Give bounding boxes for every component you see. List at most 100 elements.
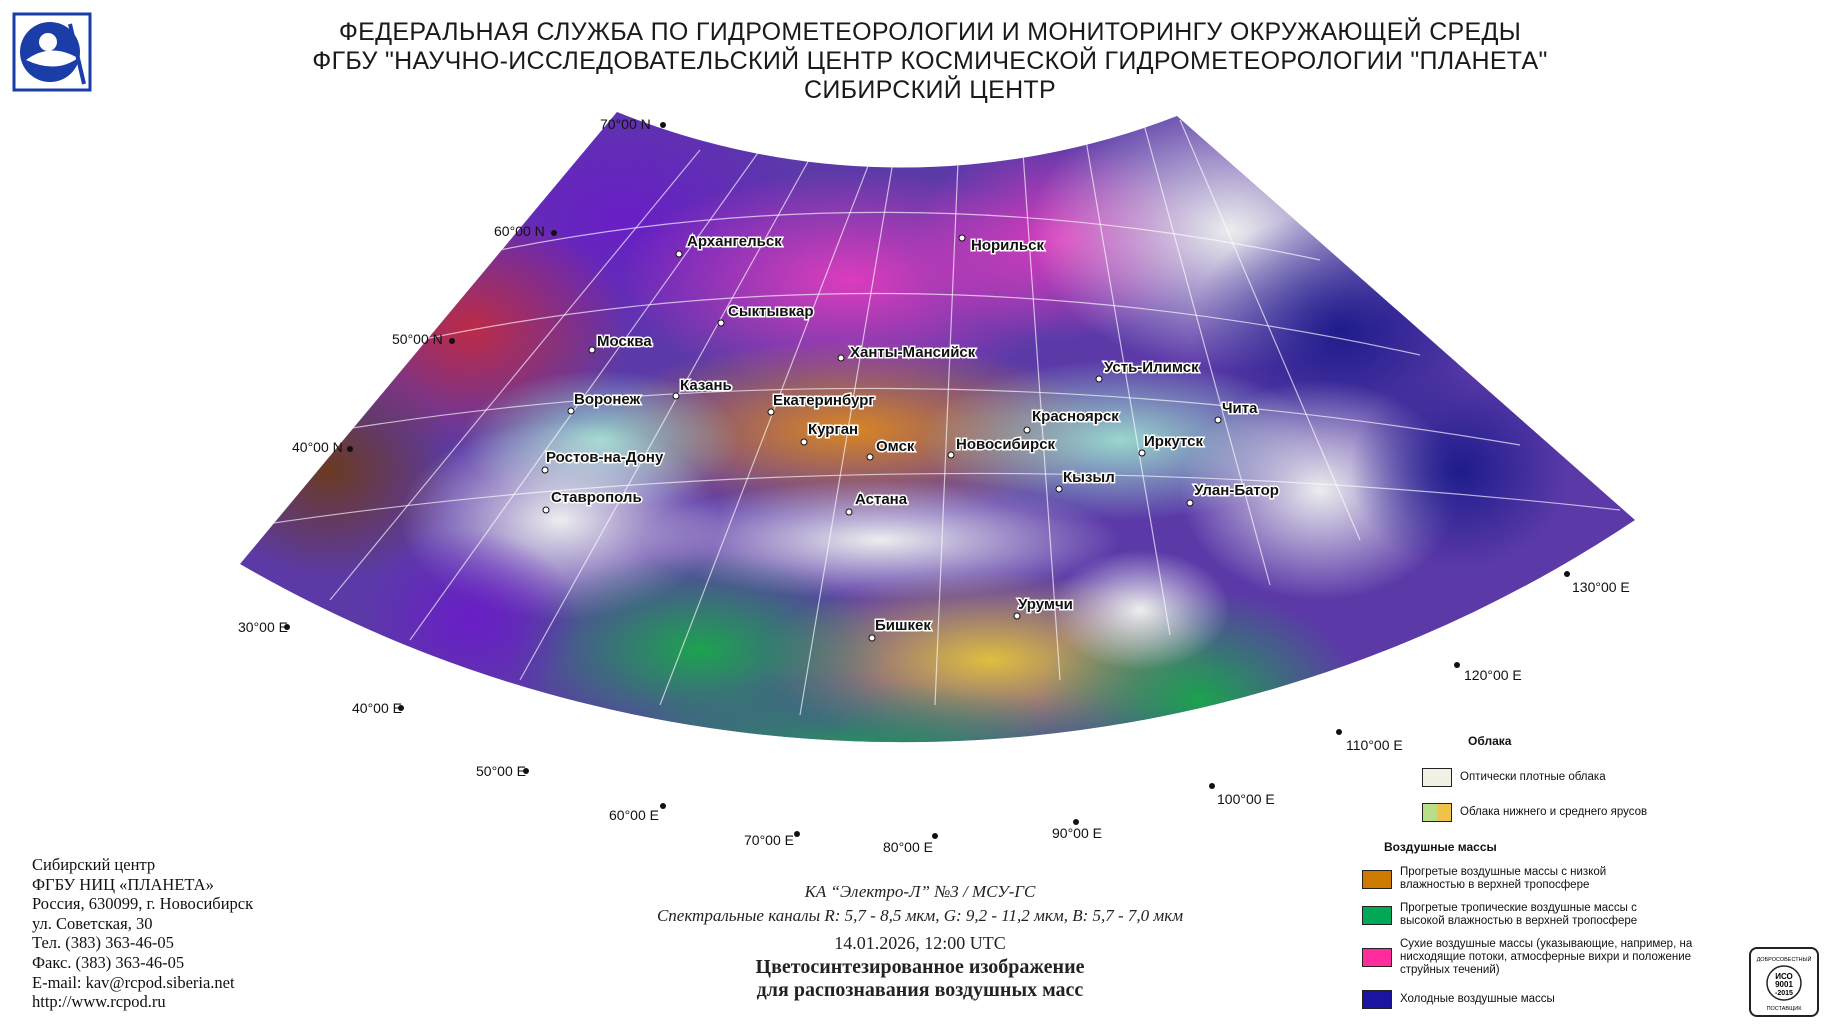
contacts-website: http://www.rcpod.ru xyxy=(32,992,166,1012)
caption-block: КА “Электро-Л” №3 / МСУ-ГС Спектральные … xyxy=(560,880,1280,1002)
legend-swatch xyxy=(1362,905,1392,925)
city-moskva: Москва xyxy=(588,332,654,354)
caption-datetime: 14.01.2026, 12:00 UTC xyxy=(834,933,1006,953)
city-label: Архангельск xyxy=(687,233,782,250)
city-label: Новосибирск xyxy=(956,436,1056,453)
header-line-2: ФГБУ "НАУЧНО-ИССЛЕДОВАТЕЛЬСКИЙ ЦЕНТР КОС… xyxy=(312,47,1548,75)
lat-labels: 70°00 N 60°00 N 50°00 N 40°00 N xyxy=(292,116,651,455)
lon-label-80: 80°00 E xyxy=(883,839,933,855)
graticule xyxy=(259,112,1621,716)
city-label: Чита xyxy=(1222,400,1258,417)
contacts-phone: Тел. (383) 363-46-05 xyxy=(32,933,174,953)
lat-label-60: 60°00 N xyxy=(494,223,545,239)
legend-label: Холодные воздушные массы xyxy=(1400,993,1555,1005)
legend-clouds-heading: Облака xyxy=(1468,734,1512,748)
city-norilsk: Норильск xyxy=(958,234,1046,256)
city-stavropol: Ставрополь xyxy=(542,488,643,514)
legend-swatch xyxy=(1362,948,1392,967)
city-label: Москва xyxy=(597,333,652,350)
city-label: Казань xyxy=(680,377,732,394)
city-rostov-na-donu: Ростов-на-Дону xyxy=(541,448,665,474)
satellite-imagery xyxy=(240,112,1635,743)
contacts-fax: Факс. (383) 363-46-05 xyxy=(32,952,185,972)
city-arkhangelsk: Архангельск xyxy=(675,232,784,258)
city-kurgan: Курган xyxy=(800,420,860,446)
caption-title-2: для распознавания воздушных масс xyxy=(756,979,1084,1001)
city-astana: Астана xyxy=(845,490,909,516)
city-bishkek: Бишкек xyxy=(868,616,933,642)
legend-item-tropical-humid: Прогретые тропичеcкие воздушные массы с … xyxy=(1362,902,1692,928)
legend-item-cold-air: Холодные воздушные массы xyxy=(1362,990,1555,1009)
lon-labels: 30°00 E 40°00 E 50°00 E 60°00 E 70°00 E … xyxy=(238,579,1630,855)
city-krasnoyarsk: Красноярск xyxy=(1023,407,1121,434)
city-label: Бишкек xyxy=(875,617,931,634)
city-label: Ставрополь xyxy=(551,489,642,506)
city-label: Ростов-на-Дону xyxy=(546,449,664,466)
lon-label-120: 120°00 E xyxy=(1464,667,1522,683)
header-line-1: ФЕДЕРАЛЬНАЯ СЛУЖБА ПО ГИДРОМЕТЕОРОЛОГИИ … xyxy=(338,18,1522,46)
lon-label-70: 70°00 E xyxy=(744,832,794,848)
lon-label-90: 90°00 E xyxy=(1052,825,1102,841)
badge-text-bottom: ПОСТАВЩИК xyxy=(1767,1006,1803,1012)
city-label: Урумчи xyxy=(1018,596,1073,613)
legend-item-low-mid-clouds: Облака нижнего и среднего ярусов xyxy=(1422,803,1647,822)
city-chita: Чита xyxy=(1214,399,1260,424)
city-kyzyl: Кызыл xyxy=(1055,468,1116,493)
city-label: Иркутск xyxy=(1144,433,1203,450)
city-kazan: Казань xyxy=(672,376,733,400)
city-ust-ilimsk: Усть-Илимск xyxy=(1095,358,1201,383)
city-omsk: Омск xyxy=(866,437,916,461)
city-label: Екатеринбург xyxy=(773,392,875,409)
city-ulan-bator: Улан-Батор xyxy=(1186,481,1280,507)
contacts-address1: Россия, 630099, г. Новосибирск xyxy=(32,894,254,914)
legend-swatch xyxy=(1362,990,1392,1009)
badge-text-9001: 9001 xyxy=(1775,980,1793,989)
city-label: Курган xyxy=(808,421,858,438)
contacts-address2: ул. Советская, 30 xyxy=(32,913,153,933)
planeta-logo xyxy=(12,12,92,92)
badge-text-top: ДОБРОСОВЕСТНЫЙ xyxy=(1757,955,1812,963)
caption-satellite: КА “Электро-Л” №3 / МСУ-ГС xyxy=(804,882,1036,901)
legend-label: Прогретые воздушные массы с низкой влажн… xyxy=(1400,866,1607,891)
lon-label-50: 50°00 E xyxy=(476,763,526,779)
city-urumqi: Урумчи xyxy=(1013,595,1074,620)
cities: Архангельск Норильск Сыктывкар Москва Ха… xyxy=(541,232,1280,642)
legend-label: Облака нижнего и среднего ярусов xyxy=(1460,806,1648,818)
city-label: Сыктывкар xyxy=(728,303,814,320)
legend-item-dry-air: Сухие воздушные массы (указывающие, напр… xyxy=(1362,938,1702,977)
city-label: Усть-Илимск xyxy=(1104,359,1199,376)
contacts-org: Сибирский центр xyxy=(32,855,156,874)
header-line-3: СИБИРСКИЙ ЦЕНТР xyxy=(804,76,1056,104)
legend-label: Прогретые тропичеcкие воздушные массы с … xyxy=(1400,902,1638,927)
city-irkutsk: Иркутск xyxy=(1138,432,1205,457)
lat-label-50: 50°00 N xyxy=(392,331,443,347)
city-label: Воронеж xyxy=(574,391,641,408)
city-label: Ханты-Мансийск xyxy=(850,344,976,361)
legend-air-heading: Воздушные массы xyxy=(1384,840,1497,854)
lon-label-130: 130°00 E xyxy=(1572,579,1630,595)
badge-text-year: -2015 xyxy=(1775,990,1793,997)
city-label: Омск xyxy=(876,438,915,455)
contacts-email: E-mail: kav@rcpod.siberia.net xyxy=(32,972,235,992)
city-label: Астана xyxy=(855,491,908,508)
legend-swatch xyxy=(1422,768,1452,787)
lon-label-110: 110°00 E xyxy=(1346,737,1403,753)
legend-label: Оптически плотные облака xyxy=(1460,771,1606,783)
lon-label-100: 100°00 E xyxy=(1217,791,1275,807)
city-label: Красноярск xyxy=(1032,408,1119,425)
legend-swatch xyxy=(1422,803,1452,822)
badge-text-iso: ИСО xyxy=(1775,972,1793,981)
lat-label-70: 70°00 N xyxy=(600,116,651,132)
city-khanty-mansiysk: Ханты-Мансийск xyxy=(837,343,977,363)
caption-channels: Спектральные каналы R: 5,7 - 8,5 мкм, G:… xyxy=(656,906,1184,925)
city-voronezh: Воронеж xyxy=(567,390,642,415)
city-syktyvkar: Сыктывкар xyxy=(717,302,815,327)
grid-ticks xyxy=(284,122,1570,839)
lon-label-60: 60°00 E xyxy=(609,807,659,823)
legend-swatch xyxy=(1362,869,1392,889)
city-novosibirsk: Новосибирск xyxy=(947,435,1057,459)
city-ekaterinburg: Екатеринбург xyxy=(767,391,876,416)
legend-item-dense-clouds: Оптически плотные облака xyxy=(1422,768,1606,787)
contacts-org2: ФГБУ НИЦ «ПЛАНЕТА» xyxy=(32,874,214,894)
